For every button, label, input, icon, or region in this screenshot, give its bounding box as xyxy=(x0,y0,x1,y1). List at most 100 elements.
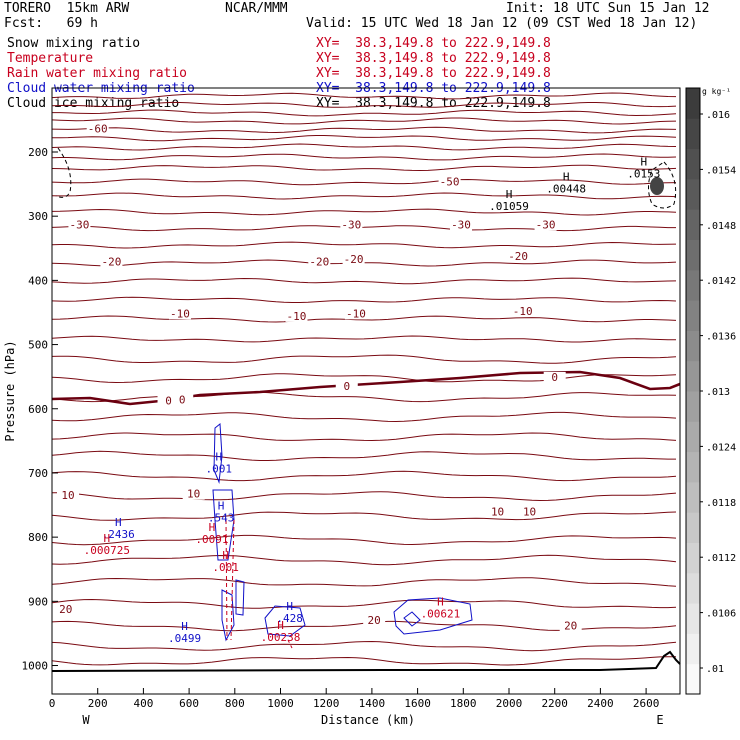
rain-water-contour xyxy=(225,519,235,641)
temperature-label: 10 xyxy=(187,488,200,501)
y-tick-label: 400 xyxy=(28,274,48,287)
isotherm xyxy=(51,640,677,652)
colorbar-bin xyxy=(686,239,700,271)
extremum-value: .000725 xyxy=(84,544,130,557)
colorbar-bin xyxy=(686,300,700,331)
temperature-label: 20 xyxy=(368,614,381,627)
cloud-water-contour xyxy=(213,423,223,484)
field-name-cloud-water: Cloud water mixing ratio xyxy=(7,81,195,96)
isotherm xyxy=(51,491,677,502)
colorbar: .01 .0106 .0112 .0118 .0124 .013 .0136 .0142 .01… xyxy=(685,87,736,695)
isotherm xyxy=(51,391,677,403)
temperature-label: 20 xyxy=(564,619,577,632)
label-backdrop xyxy=(54,604,77,616)
colorbar-tick-label: .0136 xyxy=(706,332,736,343)
label-backdrop xyxy=(168,308,191,320)
label-backdrop xyxy=(100,256,123,268)
isotherm xyxy=(51,164,677,172)
colorbar-bin xyxy=(686,360,700,392)
label-backdrop xyxy=(157,395,180,407)
extremum-value: .0499 xyxy=(168,632,201,645)
colorbar-bin xyxy=(686,603,700,634)
temperature-label: 0 xyxy=(165,395,172,408)
isotherm xyxy=(52,109,677,117)
isotherm xyxy=(51,432,677,442)
label-backdrop xyxy=(182,488,205,500)
label-backdrop xyxy=(511,305,534,317)
colorbar-tick-label: .0142 xyxy=(706,276,736,287)
label-backdrop xyxy=(363,615,386,627)
y-tick-label: 700 xyxy=(28,467,48,480)
temperature-label: -30 xyxy=(536,219,556,232)
temperature-label: -50 xyxy=(440,176,460,189)
field-xy-rain: XY= 38.3,149.8 to 222.9,149.8 xyxy=(316,66,551,81)
center-title: NCAR/MMM xyxy=(225,1,288,16)
extremum-value: .2436 xyxy=(102,528,135,541)
model-title: TORERO 15km ARW xyxy=(4,1,130,16)
axes: 0 200 400 600 800 1000 1200 1400 1600 1800 2000 220… xyxy=(3,146,664,727)
isotherm xyxy=(51,335,676,343)
isotherm xyxy=(51,598,677,609)
field-xy-snow: XY= 38.3,149.8 to 222.9,149.8 xyxy=(316,36,551,51)
colorbar-bin xyxy=(686,88,700,119)
extremum-marker: H xyxy=(215,450,222,463)
x-tick-label: 2400 xyxy=(587,697,614,710)
cloud-water-contour xyxy=(393,597,473,635)
plot-frame xyxy=(51,87,681,695)
extremum-value: .0091 xyxy=(195,533,228,546)
valid-time: Valid: 15 UTC Wed 18 Jan 12 (09 CST Wed … xyxy=(306,16,698,31)
isotherm xyxy=(51,208,677,216)
extremum-marker: H xyxy=(222,549,229,562)
isotherm xyxy=(51,153,677,161)
label-backdrop xyxy=(486,506,509,518)
label-backdrop xyxy=(543,371,566,383)
isotherm xyxy=(51,411,677,423)
temperature-label: -20 xyxy=(101,255,121,268)
temperature-label: -20 xyxy=(309,255,329,268)
cloud-water-contour xyxy=(264,605,306,637)
colorbar-tick-label: .013 xyxy=(706,387,730,398)
extremum-marker: H xyxy=(437,595,444,608)
extremum-marker: H xyxy=(286,600,293,613)
temperature-label: 20 xyxy=(59,603,72,616)
isotherm xyxy=(51,354,677,364)
rain-water-contour xyxy=(287,639,294,651)
label-backdrop xyxy=(56,489,79,501)
label-backdrop xyxy=(438,176,461,188)
contour-labels: -60 -50 -30 -30 -30 -30 -20 -20 -20 -20 -10 -10 -10 -… xyxy=(54,122,660,645)
extremum-marker: H xyxy=(181,620,188,633)
isotherm xyxy=(51,554,677,566)
extremum-marker: H xyxy=(277,619,284,632)
x-tick-label: 600 xyxy=(179,697,199,710)
label-backdrop xyxy=(518,506,541,518)
colorbar-bin xyxy=(686,391,700,422)
temperature-label: -10 xyxy=(170,307,190,320)
y-axis-label: Pressure (hPa) xyxy=(3,340,17,441)
snow-contour xyxy=(648,161,677,209)
isotherm xyxy=(51,241,677,249)
temperature-label: -30 xyxy=(69,219,89,232)
colorbar-bin xyxy=(686,481,700,513)
temperature-label: -10 xyxy=(346,307,366,320)
field-name-temperature: Temperature xyxy=(7,51,94,66)
temperature-label: -30 xyxy=(341,219,361,232)
init-time: Init: 18 UTC Sun 15 Jan 12 xyxy=(506,1,710,16)
west-label: W xyxy=(82,713,90,727)
temperature-label: -20 xyxy=(508,250,528,263)
terrain-line xyxy=(51,650,681,672)
y-tick-label: 600 xyxy=(28,403,48,416)
y-tick-label: 500 xyxy=(28,339,48,352)
x-tick-label: 0 xyxy=(49,697,56,710)
label-backdrop xyxy=(340,219,363,231)
x-tick-label: 1200 xyxy=(313,697,340,710)
label-backdrop xyxy=(559,620,582,632)
colorbar-tick-label: .0124 xyxy=(706,442,736,453)
x-tick-label: 200 xyxy=(88,697,108,710)
extremum-value: .00448 xyxy=(546,182,586,195)
colorbar-bin xyxy=(686,178,700,210)
y-tick-label: 200 xyxy=(28,146,48,159)
extremum-value: .001 xyxy=(206,462,233,475)
temperature-label: -10 xyxy=(513,305,533,318)
extremum-value: .428 xyxy=(276,612,303,625)
